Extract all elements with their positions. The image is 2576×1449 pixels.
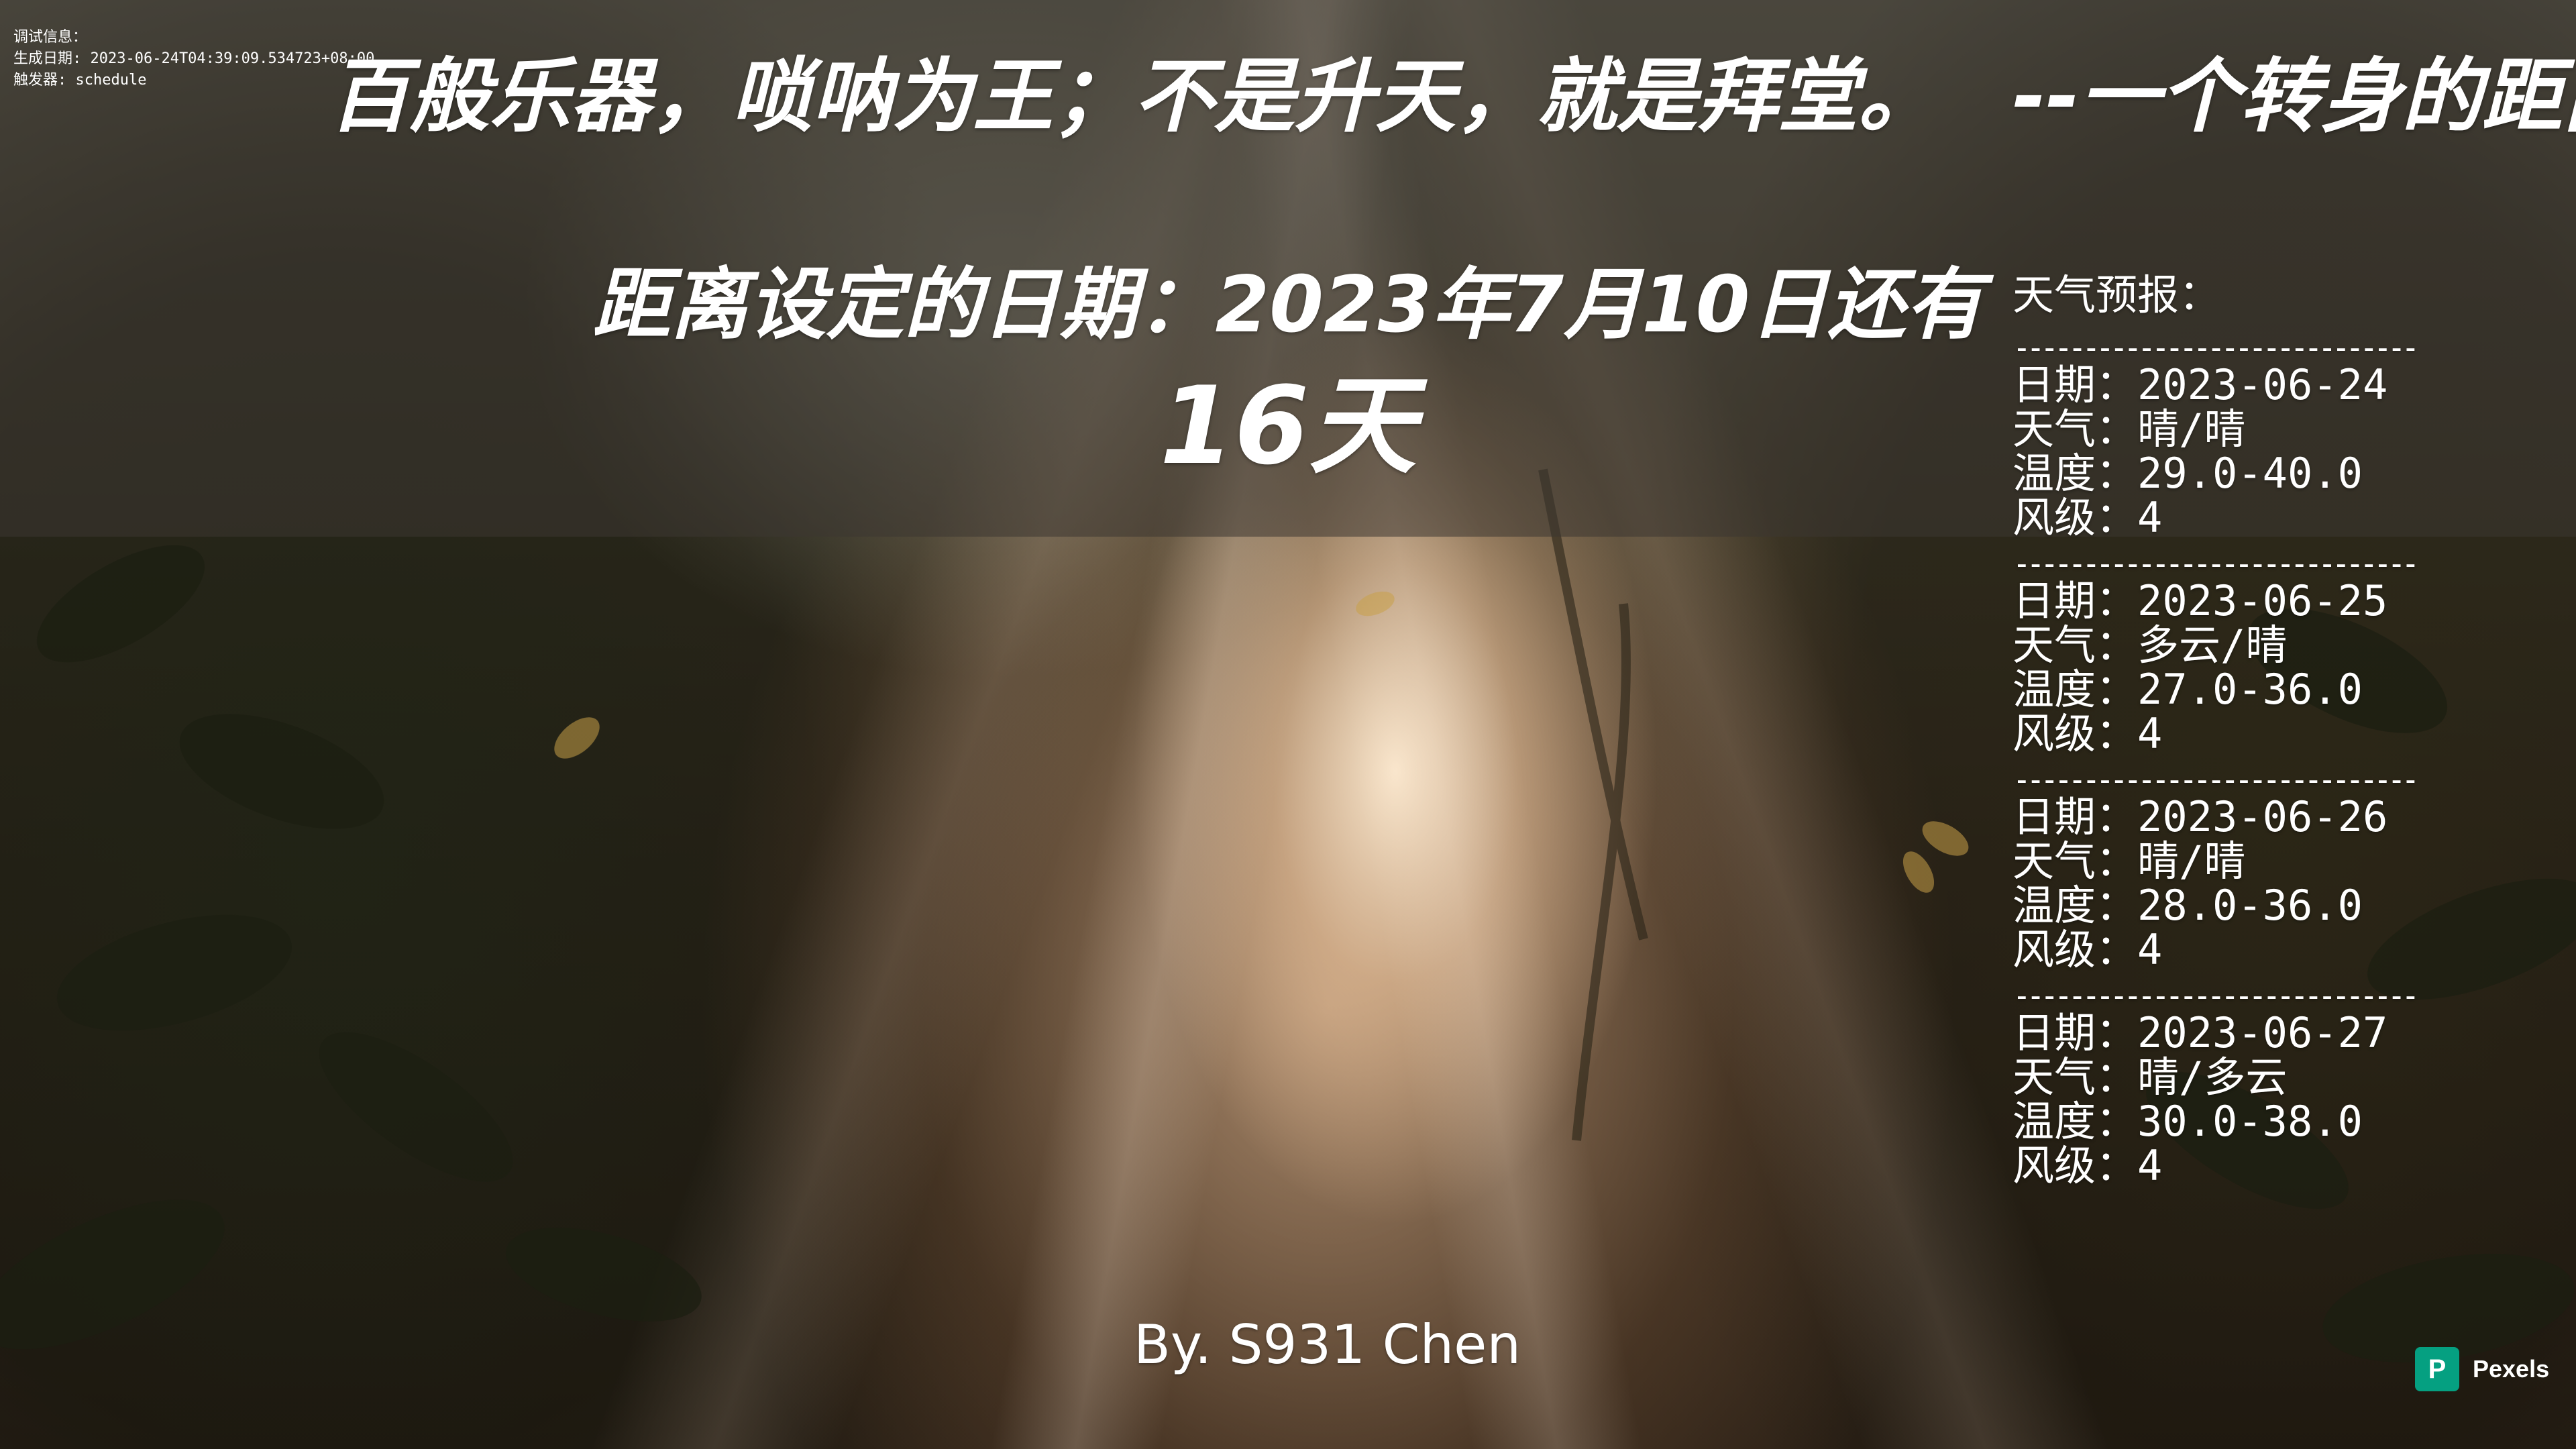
weather-wind-value: 4: [2137, 709, 2163, 758]
weather-wind-label: 风级：: [2012, 493, 2138, 542]
weather-date-row: 日期：2023-06-26: [2012, 795, 2449, 839]
weather-wind-row: 风级：4: [2012, 928, 2449, 972]
weather-days-list: ----------------------------- 日期：2023-06-…: [2012, 332, 2449, 1196]
weather-title: 天气预报：: [2012, 270, 2221, 319]
weather-date-row: 日期：2023-06-27: [2012, 1011, 2449, 1055]
weather-weather-label: 天气：: [2012, 405, 2138, 453]
weather-wind-label: 风级：: [2012, 1141, 2138, 1190]
weather-weather-value: 多云/晴: [2137, 621, 2288, 669]
weather-weather-value: 晴/晴: [2137, 405, 2246, 453]
weather-weather-row: 天气：晴/多云: [2012, 1055, 2449, 1099]
weather-date-row: 日期：2023-06-24: [2012, 363, 2449, 407]
weather-date-label: 日期：: [2012, 360, 2138, 409]
weather-temp-label: 温度：: [2012, 1097, 2138, 1146]
weather-date-value: 2023-06-26: [2137, 792, 2388, 841]
weather-date-row: 日期：2023-06-25: [2012, 579, 2449, 623]
weather-weather-row: 天气：多云/晴: [2012, 623, 2449, 667]
quote-text: 百般乐器，唢呐为王；不是升天，就是拜堂。: [329, 50, 1939, 144]
weather-date-value: 2023-06-27: [2137, 1008, 2388, 1057]
weather-temp-value: 27.0-36.0: [2137, 665, 2363, 714]
debug-info: 调试信息： 生成日期: 2023-06-24T04:39:09.534723+0…: [13, 27, 374, 91]
debug-trigger: 触发器: schedule: [13, 72, 147, 89]
weather-wind-label: 风级：: [2012, 925, 2138, 974]
weather-temp-label: 温度：: [2012, 881, 2138, 930]
weather-weather-label: 天气：: [2012, 837, 2138, 885]
pexels-watermark: P Pexels: [2415, 1347, 2549, 1391]
weather-wind-row: 风级：4: [2012, 1144, 2449, 1188]
countdown: 距离设定的日期：2023年7月10日还有 16天: [0, 252, 2576, 493]
header-overlay: [0, 0, 2576, 537]
weather-weather-value: 晴/多云: [2137, 1053, 2288, 1102]
weather-wind-value: 4: [2137, 925, 2163, 974]
weather-temp-row: 温度：29.0-40.0: [2012, 451, 2449, 496]
weather-temp-row: 温度：28.0-36.0: [2012, 883, 2449, 928]
weather-separator: -----------------------------: [2012, 764, 2420, 795]
weather-forecast: 天气预报： ----------------------------- 日期：20…: [2012, 265, 2449, 1196]
weather-wind-label: 风级：: [2012, 709, 2138, 758]
weather-date-label: 日期：: [2012, 1008, 2138, 1057]
pexels-logo-icon: P: [2415, 1347, 2459, 1391]
weather-separator: -----------------------------: [2012, 548, 2420, 579]
weather-day: 日期：2023-06-24 天气：晴/晴 温度：29.0-40.0 风级：4: [2012, 363, 2449, 548]
weather-weather-row: 天气：晴/晴: [2012, 839, 2449, 883]
byline: By. S931 Chen: [1134, 1313, 1521, 1376]
weather-date-label: 日期：: [2012, 792, 2138, 841]
weather-temp-row: 温度：27.0-36.0: [2012, 667, 2449, 712]
weather-temp-label: 温度：: [2012, 449, 2138, 498]
weather-day: 日期：2023-06-25 天气：多云/晴 温度：27.0-36.0 风级：4: [2012, 579, 2449, 764]
weather-day: 日期：2023-06-26 天气：晴/晴 温度：28.0-36.0 风级：4: [2012, 795, 2449, 980]
weather-date-value: 2023-06-25: [2137, 576, 2388, 625]
weather-day: 日期：2023-06-27 天气：晴/多云 温度：30.0-38.0 风级：4: [2012, 1011, 2449, 1196]
weather-temp-value: 29.0-40.0: [2137, 449, 2363, 498]
weather-wind-value: 4: [2137, 493, 2163, 542]
debug-label: 调试信息：: [13, 29, 88, 46]
weather-separator: -----------------------------: [2012, 980, 2420, 1011]
weather-wind-value: 4: [2137, 1141, 2163, 1190]
pexels-text: Pexels: [2473, 1355, 2550, 1383]
weather-date-label: 日期：: [2012, 576, 2138, 625]
quote-author: --一个转身的距离: [2012, 50, 2576, 144]
weather-temp-row: 温度：30.0-38.0: [2012, 1099, 2449, 1144]
weather-separator: -----------------------------: [2012, 332, 2420, 363]
weather-date-value: 2023-06-24: [2137, 360, 2388, 409]
countdown-days: 16天: [1159, 363, 1417, 488]
weather-temp-value: 28.0-36.0: [2137, 881, 2363, 930]
weather-weather-row: 天气：晴/晴: [2012, 407, 2449, 451]
weather-temp-value: 30.0-38.0: [2137, 1097, 2363, 1146]
quote: 百般乐器，唢呐为王；不是升天，就是拜堂。 --一个转身的距离: [329, 40, 2576, 154]
weather-weather-label: 天气：: [2012, 1053, 2138, 1102]
weather-wind-row: 风级：4: [2012, 712, 2449, 756]
countdown-label: 距离设定的日期：2023年7月10日还有: [592, 260, 1984, 350]
weather-temp-label: 温度：: [2012, 665, 2138, 714]
weather-weather-value: 晴/晴: [2137, 837, 2246, 885]
debug-generated-date: 生成日期: 2023-06-24T04:39:09.534723+08:00: [13, 50, 375, 67]
weather-weather-label: 天气：: [2012, 621, 2138, 669]
weather-wind-row: 风级：4: [2012, 496, 2449, 540]
